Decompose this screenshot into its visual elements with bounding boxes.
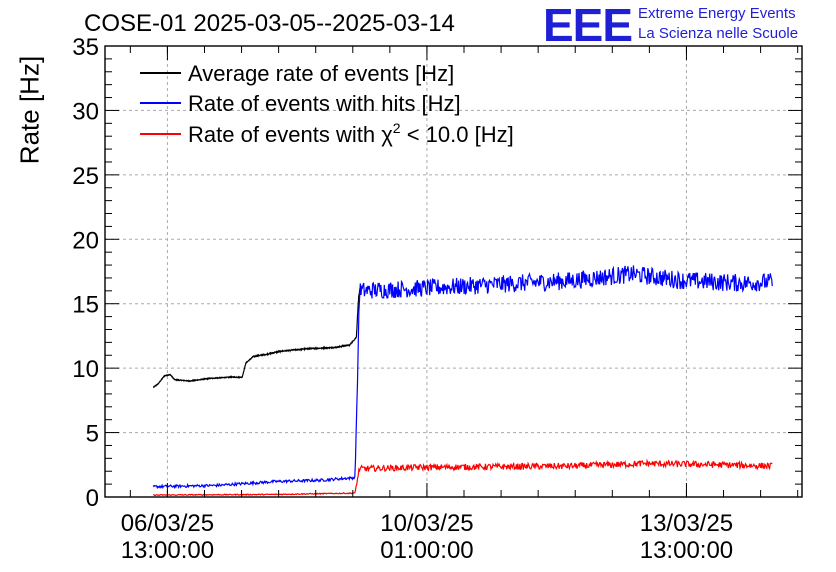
- legend: Average rate of events [Hz] Rate of event…: [140, 61, 514, 147]
- x-tick-label-date: 10/03/25: [380, 510, 473, 537]
- x-tick-label-time: 01:00:00: [380, 537, 473, 564]
- y-tick-label: 10: [72, 356, 99, 383]
- legend-label-3: Rate of events with χ2 < 10.0 [Hz]: [188, 120, 514, 147]
- y-tick-label: 30: [72, 98, 99, 125]
- plot-frame: [104, 45, 803, 498]
- y-tick-label: 35: [72, 34, 99, 61]
- x-tick-label-date: 13/03/25: [640, 510, 733, 537]
- x-tick-label-time: 13:00:00: [121, 537, 214, 564]
- series-line-3: [153, 458, 773, 497]
- axis-ticks: 0510152025303506/03/2513:00:0010/03/2501…: [72, 34, 802, 564]
- series-lines: [152, 265, 773, 497]
- x-tick-label-date: 06/03/25: [121, 510, 214, 537]
- y-tick-label: 0: [86, 485, 99, 512]
- legend-label-2: Rate of events with hits [Hz]: [188, 91, 461, 116]
- y-tick-label: 15: [72, 292, 99, 319]
- y-tick-label: 5: [86, 421, 99, 448]
- y-tick-label: 25: [72, 163, 99, 190]
- org-name-line1: Extreme Energy Events: [638, 5, 796, 22]
- y-axis-label: Rate [Hz]: [14, 55, 45, 165]
- y-tick-label: 20: [72, 227, 99, 254]
- grid-lines: [105, 46, 802, 497]
- x-tick-label-time: 13:00:00: [640, 537, 733, 564]
- series-line-2: [152, 265, 773, 490]
- legend-label-1: Average rate of events [Hz]: [188, 61, 454, 86]
- chart-title: COSE-01 2025-03-05--2025-03-14: [84, 10, 455, 37]
- eee-logo: EEE: [543, 0, 633, 51]
- org-name-line2: La Scienza nelle Scuole: [638, 25, 799, 42]
- series-line-1: [152, 287, 361, 388]
